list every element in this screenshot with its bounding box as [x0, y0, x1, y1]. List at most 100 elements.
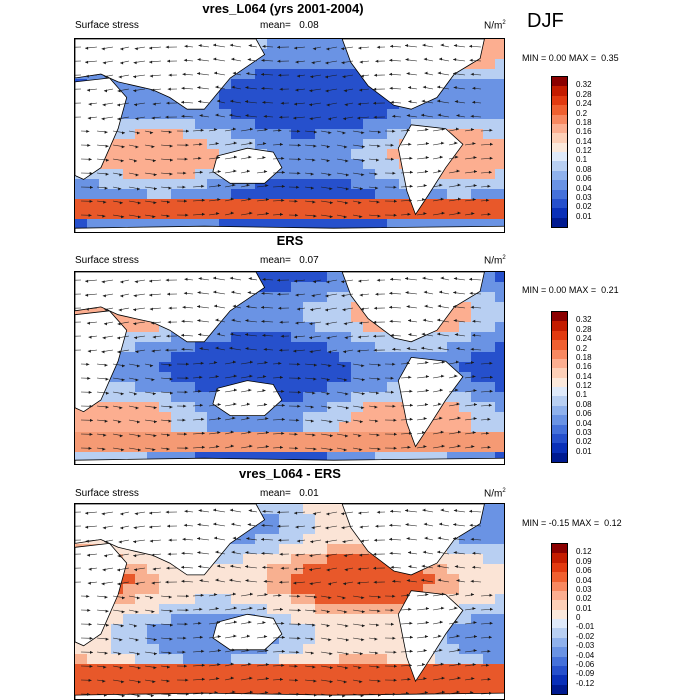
- ocean-shading: [327, 402, 339, 412]
- ocean-shading: [159, 372, 171, 382]
- ocean-shading: [447, 402, 459, 412]
- stress-arrowhead: [279, 375, 283, 379]
- stress-arrowhead: [182, 72, 186, 76]
- ocean-shading: [279, 524, 291, 534]
- ocean-shading: [363, 604, 375, 614]
- stress-arrowhead: [342, 308, 346, 312]
- stress-arrowhead: [295, 321, 299, 325]
- ocean-shading: [459, 644, 471, 654]
- ocean-shading: [411, 352, 423, 362]
- stress-arrowhead: [249, 211, 253, 215]
- stress-arrowhead: [329, 187, 333, 191]
- stress-arrowhead: [361, 173, 365, 177]
- ocean-shading: [123, 179, 135, 189]
- ocean-shading: [183, 432, 195, 442]
- ocean-shading: [267, 352, 279, 362]
- colorbar-swatch: [552, 553, 567, 563]
- ocean-shading: [207, 432, 219, 442]
- ocean-shading: [291, 149, 303, 159]
- ocean-shading: [303, 189, 315, 199]
- ocean-shading: [351, 634, 363, 644]
- ocean-shading: [411, 219, 423, 229]
- stress-arrowhead: [377, 447, 381, 451]
- stress-arrowhead: [310, 637, 314, 641]
- stress-arrowhead: [377, 363, 381, 367]
- ocean-shading: [447, 332, 459, 342]
- ocean-shading: [291, 684, 303, 694]
- ocean-shading: [243, 189, 255, 199]
- stress-arrowhead: [185, 446, 189, 450]
- stress-arrowhead: [149, 293, 153, 297]
- stress-arrowhead: [313, 693, 317, 697]
- stress-arrowhead: [281, 649, 285, 653]
- stress-arrowhead: [358, 511, 362, 515]
- stress-arrowhead: [133, 89, 137, 93]
- ocean-shading: [231, 89, 243, 99]
- ocean-shading: [315, 524, 327, 534]
- stress-arrowhead: [472, 333, 476, 337]
- stress-arrowhead: [328, 596, 332, 600]
- stress-arrowhead: [454, 564, 458, 568]
- ocean-shading: [435, 412, 447, 422]
- stress-arrowhead: [469, 58, 473, 62]
- stress-arrowhead: [231, 85, 235, 89]
- ocean-shading: [255, 604, 267, 614]
- stress-arrowhead: [281, 417, 285, 421]
- ocean-shading: [303, 372, 315, 382]
- stress-arrowhead: [88, 622, 92, 626]
- ocean-shading: [171, 594, 183, 604]
- ocean-shading: [363, 644, 375, 654]
- ocean-shading: [195, 219, 207, 229]
- ocean-shading: [471, 392, 483, 402]
- colorbar-tick-label: 0.08: [576, 164, 592, 174]
- stress-arrowhead: [458, 197, 461, 201]
- ocean-shading: [303, 209, 315, 219]
- ocean-shading: [207, 209, 219, 219]
- panel-2-mean: mean= 0.07: [260, 255, 319, 266]
- ocean-shading: [315, 554, 327, 564]
- colorbar-tick-label: 0.06: [576, 174, 592, 184]
- stress-arrowhead: [102, 336, 106, 340]
- stress-arrowhead: [456, 169, 460, 173]
- ocean-shading: [231, 139, 243, 149]
- ocean-shading: [327, 584, 339, 594]
- stress-arrowhead: [200, 361, 204, 365]
- stress-arrowhead: [344, 336, 348, 340]
- ocean-shading: [171, 109, 183, 119]
- ocean-shading: [471, 524, 483, 534]
- stress-arrowhead: [329, 666, 333, 670]
- stress-arrowhead: [279, 142, 283, 146]
- colorbar-swatch: [552, 114, 567, 124]
- stress-arrowhead: [470, 579, 474, 583]
- ocean-shading: [303, 109, 315, 119]
- ocean-shading: [495, 189, 504, 199]
- ocean-shading: [219, 179, 231, 189]
- ocean-shading: [279, 149, 291, 159]
- ocean-shading: [327, 524, 339, 534]
- stress-arrowhead: [489, 607, 493, 611]
- stress-arrowhead: [166, 679, 170, 683]
- ocean-shading: [387, 452, 399, 462]
- mean-label: mean=: [260, 255, 291, 266]
- ocean-shading: [207, 189, 219, 199]
- stress-arrowhead: [281, 621, 285, 625]
- colorbar-swatch: [552, 152, 567, 162]
- ocean-shading: [495, 402, 504, 412]
- ocean-shading: [99, 442, 111, 452]
- stress-arrowhead: [88, 390, 92, 394]
- stress-arrowhead: [153, 666, 157, 670]
- ocean-shading: [291, 554, 303, 564]
- ocean-shading: [447, 644, 459, 654]
- ocean-shading: [75, 442, 87, 452]
- ocean-shading: [219, 432, 231, 442]
- ocean-shading: [495, 644, 504, 654]
- ocean-shading: [183, 209, 195, 219]
- ocean-shading: [183, 139, 195, 149]
- ocean-shading: [279, 452, 291, 462]
- stress-arrowhead: [408, 198, 412, 202]
- ocean-shading: [327, 302, 339, 312]
- ocean-shading: [327, 604, 339, 614]
- ocean-shading: [435, 554, 447, 564]
- ocean-shading: [279, 412, 291, 422]
- ocean-shading: [327, 189, 339, 199]
